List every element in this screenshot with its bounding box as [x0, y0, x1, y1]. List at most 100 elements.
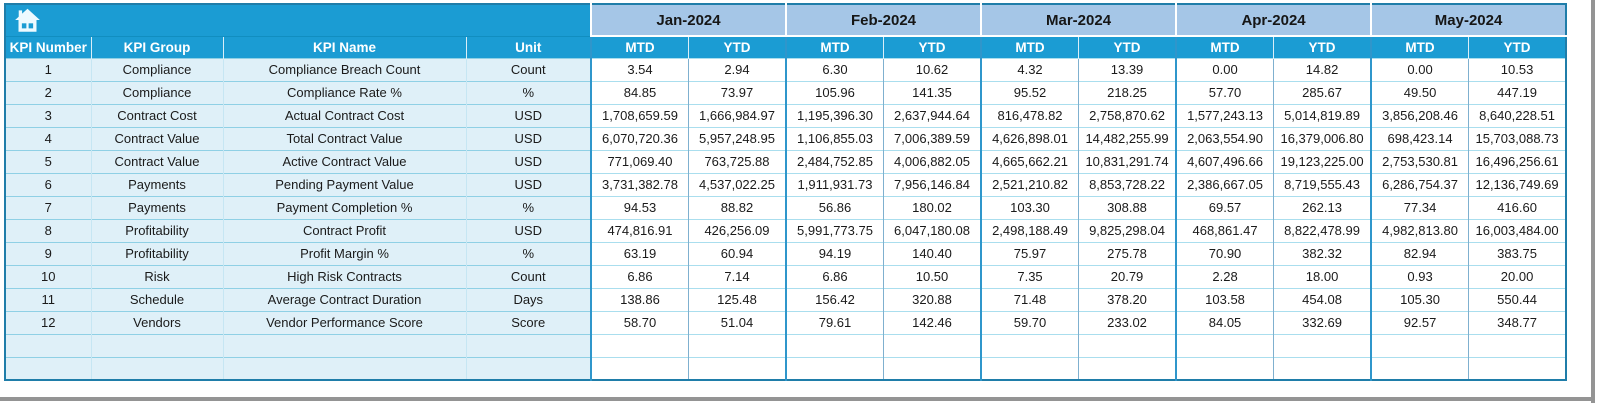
kpi-number-cell[interactable]: 2: [4, 80, 91, 104]
value-cell[interactable]: 13.39: [1078, 57, 1177, 81]
value-cell[interactable]: 9,825,298.04: [1078, 218, 1177, 242]
value-cell[interactable]: 468,861.47: [1175, 218, 1274, 242]
value-cell[interactable]: 18.00: [1273, 264, 1372, 288]
value-cell[interactable]: 3.54: [590, 57, 689, 81]
unit-cell[interactable]: USD: [465, 218, 591, 242]
kpi-name-cell[interactable]: Average Contract Duration: [222, 287, 466, 311]
value-cell[interactable]: 7.35: [980, 264, 1079, 288]
value-cell[interactable]: 4,626,898.01: [980, 126, 1079, 150]
kpi-name-cell[interactable]: Compliance Breach Count: [222, 57, 466, 81]
kpi-name-cell[interactable]: Profit Margin %: [222, 241, 466, 265]
value-cell[interactable]: 69.57: [1175, 195, 1274, 219]
value-cell[interactable]: 56.86: [785, 195, 884, 219]
kpi-group-cell[interactable]: Payments: [90, 195, 223, 219]
kpi-group-cell[interactable]: Compliance: [90, 57, 223, 81]
value-cell[interactable]: 5,991,773.75: [785, 218, 884, 242]
value-cell[interactable]: [688, 356, 786, 380]
value-cell[interactable]: [1175, 356, 1274, 380]
value-cell[interactable]: 320.88: [883, 287, 982, 311]
value-cell[interactable]: [590, 333, 689, 357]
value-cell[interactable]: 332.69: [1273, 310, 1372, 334]
value-cell[interactable]: 8,822,478.99: [1273, 218, 1372, 242]
value-cell[interactable]: 6,070,720.36: [590, 126, 689, 150]
kpi-number-cell[interactable]: 9: [4, 241, 91, 265]
kpi-name-cell[interactable]: High Risk Contracts: [222, 264, 466, 288]
kpi-number-cell[interactable]: 10: [4, 264, 91, 288]
value-cell[interactable]: 4,607,496.66: [1175, 149, 1274, 173]
kpi-group-cell[interactable]: [90, 333, 223, 357]
value-cell[interactable]: 698,423.14: [1370, 126, 1469, 150]
value-cell[interactable]: 7,006,389.59: [883, 126, 982, 150]
month-header-feb-2024[interactable]: Feb-2024: [784, 4, 982, 37]
value-cell[interactable]: [1175, 333, 1274, 357]
value-cell[interactable]: 79.61: [785, 310, 884, 334]
value-cell[interactable]: [1370, 333, 1469, 357]
value-cell[interactable]: 10,831,291.74: [1078, 149, 1177, 173]
value-cell[interactable]: 5,957,248.95: [688, 126, 786, 150]
unit-cell[interactable]: [465, 333, 591, 357]
value-cell[interactable]: 382.32: [1273, 241, 1372, 265]
unit-cell[interactable]: Days: [465, 287, 591, 311]
value-cell[interactable]: 771,069.40: [590, 149, 689, 173]
value-cell[interactable]: 2,063,554.90: [1175, 126, 1274, 150]
value-cell[interactable]: 94.19: [785, 241, 884, 265]
value-cell[interactable]: 275.78: [1078, 241, 1177, 265]
value-cell[interactable]: 474,816.91: [590, 218, 689, 242]
value-cell[interactable]: 20.00: [1468, 264, 1567, 288]
value-cell[interactable]: 4,982,813.80: [1370, 218, 1469, 242]
value-cell[interactable]: 1,666,984.97: [688, 103, 786, 127]
month-header-mar-2024[interactable]: Mar-2024: [980, 4, 1177, 37]
value-cell[interactable]: 16,003,484.00: [1468, 218, 1567, 242]
value-cell[interactable]: 4,665,662.21: [980, 149, 1079, 173]
value-cell[interactable]: 8,640,228.51: [1468, 103, 1567, 127]
value-cell[interactable]: 103.30: [980, 195, 1079, 219]
ytd-column-header[interactable]: YTD: [688, 36, 786, 58]
col-header-unit[interactable]: Unit: [465, 36, 591, 58]
value-cell[interactable]: [1078, 333, 1177, 357]
ytd-column-header[interactable]: YTD: [1468, 36, 1567, 58]
value-cell[interactable]: 84.05: [1175, 310, 1274, 334]
kpi-group-cell[interactable]: Profitability: [90, 218, 223, 242]
kpi-group-cell[interactable]: Vendors: [90, 310, 223, 334]
unit-cell[interactable]: Count: [465, 57, 591, 81]
value-cell[interactable]: 8,853,728.22: [1078, 172, 1177, 196]
kpi-name-cell[interactable]: Pending Payment Value: [222, 172, 466, 196]
value-cell[interactable]: 105.30: [1370, 287, 1469, 311]
kpi-group-cell[interactable]: Payments: [90, 172, 223, 196]
col-header-kpi-number[interactable]: KPI Number: [4, 36, 91, 58]
value-cell[interactable]: 58.70: [590, 310, 689, 334]
value-cell[interactable]: 7,956,146.84: [883, 172, 982, 196]
value-cell[interactable]: 2,753,530.81: [1370, 149, 1469, 173]
value-cell[interactable]: 12,136,749.69: [1468, 172, 1567, 196]
value-cell[interactable]: 763,725.88: [688, 149, 786, 173]
unit-cell[interactable]: USD: [465, 149, 591, 173]
value-cell[interactable]: 0.93: [1370, 264, 1469, 288]
value-cell[interactable]: 95.52: [980, 80, 1079, 104]
kpi-group-cell[interactable]: Risk: [90, 264, 223, 288]
value-cell[interactable]: 73.97: [688, 80, 786, 104]
unit-cell[interactable]: USD: [465, 126, 591, 150]
value-cell[interactable]: 2,758,870.62: [1078, 103, 1177, 127]
kpi-number-cell[interactable]: 11: [4, 287, 91, 311]
value-cell[interactable]: 63.19: [590, 241, 689, 265]
value-cell[interactable]: [1273, 333, 1372, 357]
kpi-number-cell[interactable]: 7: [4, 195, 91, 219]
value-cell[interactable]: 77.34: [1370, 195, 1469, 219]
unit-cell[interactable]: %: [465, 241, 591, 265]
value-cell[interactable]: 3,731,382.78: [590, 172, 689, 196]
value-cell[interactable]: 416.60: [1468, 195, 1567, 219]
ytd-column-header[interactable]: YTD: [1273, 36, 1372, 58]
value-cell[interactable]: [980, 356, 1079, 380]
kpi-group-cell[interactable]: Schedule: [90, 287, 223, 311]
value-cell[interactable]: 6.86: [785, 264, 884, 288]
value-cell[interactable]: [1370, 356, 1469, 380]
value-cell[interactable]: 285.67: [1273, 80, 1372, 104]
col-header-kpi-name[interactable]: KPI Name: [222, 36, 466, 58]
value-cell[interactable]: 141.35: [883, 80, 982, 104]
value-cell[interactable]: [785, 356, 884, 380]
value-cell[interactable]: 5,014,819.89: [1273, 103, 1372, 127]
value-cell[interactable]: 10.50: [883, 264, 982, 288]
value-cell[interactable]: 125.48: [688, 287, 786, 311]
value-cell[interactable]: 2.28: [1175, 264, 1274, 288]
value-cell[interactable]: 6,286,754.37: [1370, 172, 1469, 196]
